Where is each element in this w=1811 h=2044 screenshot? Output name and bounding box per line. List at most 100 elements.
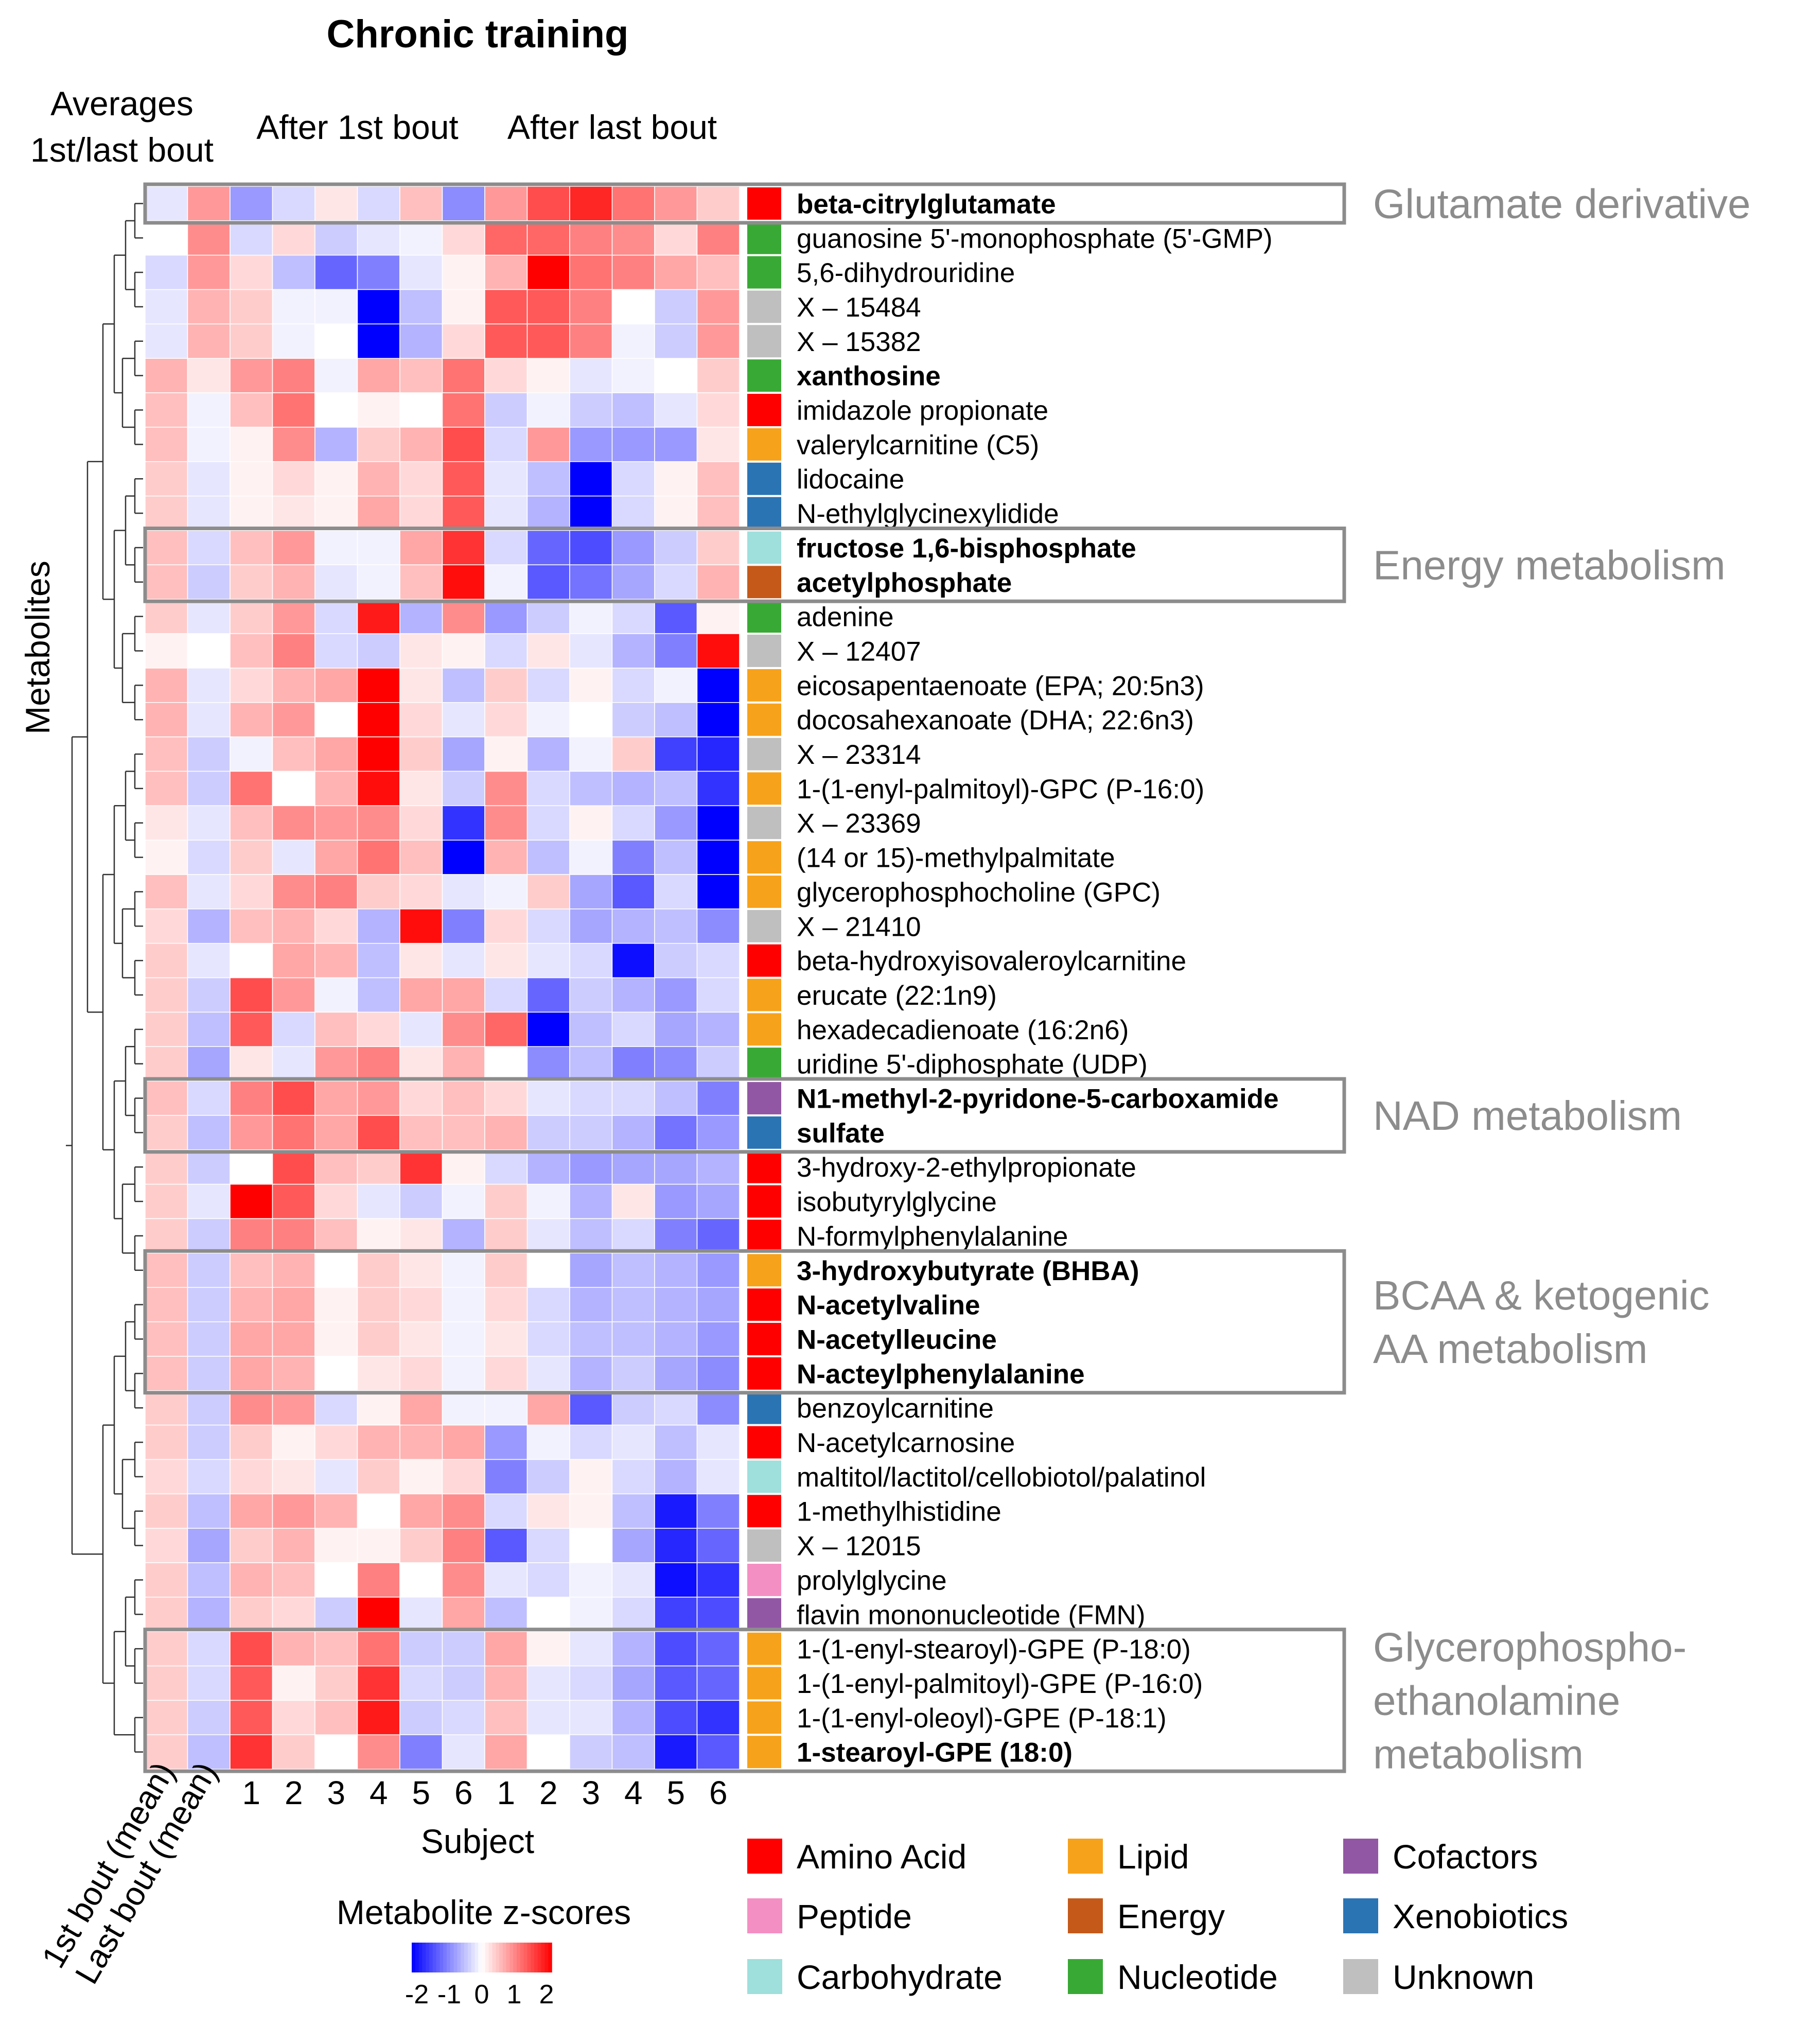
row-label: isobutyrylglycine <box>797 1187 997 1217</box>
row-label: flavin mononucleotide (FMN) <box>797 1600 1145 1630</box>
heatmap-cell <box>145 1218 188 1254</box>
column-group-label: Averages <box>50 84 194 123</box>
heatmap-cell <box>654 1700 698 1735</box>
row-label: beta-citrylglutamate <box>797 189 1056 219</box>
heatmap-cell <box>357 1218 400 1254</box>
heatmap-cell <box>272 1734 315 1770</box>
heatmap-cell <box>272 461 315 497</box>
row-label: 3-hydroxy-2-ethylpropionate <box>797 1152 1136 1183</box>
heatmap-cell <box>145 874 188 910</box>
heatmap-cell <box>654 1149 698 1185</box>
heatmap-cell <box>230 1080 273 1116</box>
heatmap-cell <box>696 186 740 221</box>
heatmap-cell <box>611 840 655 875</box>
heatmap-cell <box>526 289 570 325</box>
heatmap-cell <box>569 1115 613 1150</box>
colorbar-step <box>502 1943 507 1972</box>
heatmap-cell <box>357 840 400 875</box>
heatmap-cell <box>272 1631 315 1667</box>
heatmap-cell <box>611 1597 655 1632</box>
heatmap-cell <box>696 254 740 290</box>
row-label: N-acetylcarnosine <box>797 1428 1015 1458</box>
heatmap-cell <box>230 942 273 979</box>
heatmap-cell <box>272 909 315 944</box>
heatmap-cell <box>272 805 315 841</box>
heatmap-cell <box>696 1424 740 1460</box>
row-label: guanosine 5'-monophosphate (5'-GMP) <box>797 223 1273 254</box>
class-swatch <box>747 1150 781 1183</box>
heatmap-cell <box>526 358 570 393</box>
heatmap-cell <box>484 1287 528 1322</box>
heatmap-cell <box>357 1493 400 1529</box>
group-label: BCAA & ketogenic <box>1373 1272 1710 1318</box>
heatmap-cell <box>272 1115 315 1150</box>
heatmap-cell <box>526 1321 570 1357</box>
heatmap-cell <box>611 392 655 428</box>
heatmap-cell <box>145 1700 188 1735</box>
class-swatch <box>747 1667 781 1700</box>
heatmap-cell <box>272 702 315 738</box>
heatmap-cell <box>272 1218 315 1254</box>
heatmap-cell <box>357 1562 400 1598</box>
heatmap-cell <box>654 323 698 359</box>
colorbar-step <box>432 1943 437 1972</box>
colorbar-step <box>527 1943 531 1972</box>
heatmap-cell <box>272 840 315 875</box>
heatmap-cell <box>230 392 273 428</box>
heatmap-cell <box>230 358 273 393</box>
heatmap-cell <box>272 254 315 290</box>
heatmap-cell <box>569 1218 613 1254</box>
heatmap-cell <box>442 254 485 290</box>
column-group-label: After 1st bout <box>256 108 459 146</box>
colorbar-step <box>436 1943 441 1972</box>
group-box <box>143 1249 1346 1395</box>
row-label: xanthosine <box>797 361 941 392</box>
heatmap-cell <box>357 805 400 841</box>
heatmap-cell <box>611 530 655 566</box>
colorbar-step <box>517 1943 521 1972</box>
heatmap-cell <box>654 254 698 290</box>
heatmap-cell <box>484 461 528 497</box>
heatmap-cell <box>484 840 528 875</box>
heatmap-cell <box>145 1115 188 1150</box>
heatmap-cell <box>187 1562 231 1598</box>
heatmap-cell <box>696 1459 740 1495</box>
heatmap-cell <box>611 1321 655 1357</box>
heatmap-cell <box>442 323 485 359</box>
heatmap-cell <box>484 1149 528 1185</box>
heatmap-cell <box>611 599 655 634</box>
class-swatch <box>747 566 781 599</box>
class-swatch <box>747 876 781 908</box>
heatmap-cell <box>357 668 400 703</box>
heatmap-cell <box>442 702 485 738</box>
heatmap-cell <box>230 564 273 600</box>
heatmap-cell <box>484 1528 528 1563</box>
class-swatch <box>747 1632 781 1665</box>
heatmap-cell <box>696 942 740 979</box>
heatmap-cell <box>272 599 315 634</box>
class-swatch <box>747 187 781 220</box>
row-label: N-acetylleucine <box>797 1324 997 1355</box>
heatmap-cell <box>399 530 443 566</box>
heatmap-cell <box>399 1631 443 1667</box>
heatmap-cell <box>145 1597 188 1632</box>
heatmap-cell <box>357 1631 400 1667</box>
heatmap-cell <box>696 874 740 910</box>
heatmap-cell <box>314 186 358 221</box>
heatmap-cell <box>569 1011 613 1047</box>
heatmap-cell <box>399 1011 443 1047</box>
class-swatch <box>747 841 781 873</box>
heatmap-cell <box>314 1287 358 1322</box>
legend-label: Xenobiotics <box>1393 1897 1568 1935</box>
heatmap-cell <box>696 1218 740 1254</box>
row-label: docosahexanoate (DHA; 22:6n3) <box>797 705 1194 736</box>
heatmap-cell <box>187 874 231 910</box>
heatmap-cell <box>399 1493 443 1529</box>
column-tick-label: 5 <box>666 1774 685 1811</box>
heatmap-cell <box>442 1459 485 1495</box>
legend-swatch <box>747 1839 782 1874</box>
heatmap-cell <box>145 1562 188 1598</box>
heatmap-cell <box>654 1252 698 1288</box>
heatmap-cell <box>526 1080 570 1116</box>
heatmap-cell <box>484 427 528 462</box>
